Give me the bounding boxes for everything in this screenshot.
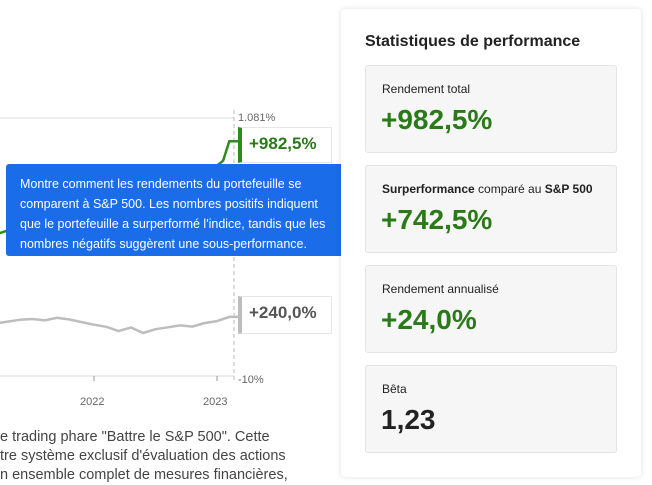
tooltip-line: que le portefeuille a surperformé l'indi… (20, 217, 326, 231)
beta-label: Bêta (382, 382, 407, 396)
outperformance-card[interactable]: Surperformance comparé au S&P 500 +742,5… (365, 165, 617, 253)
panel-title: Statistiques de performance (365, 33, 581, 50)
annualized-return-value: +24,0% (381, 304, 477, 335)
total-return-card: Rendement total +982,5% (365, 65, 617, 153)
y-tick-label-top: 1.081% (238, 112, 276, 124)
article-line: e trading phare "Battre le S&P 500". Cet… (0, 429, 270, 445)
info-tooltip: Montre comment les rendements du portefe… (6, 164, 354, 256)
article-paragraph: e trading phare "Battre le S&P 500". Cet… (0, 428, 330, 485)
total-return-value: +982,5% (381, 104, 493, 135)
tooltip-line: Montre comment les rendements du portefe… (20, 177, 302, 191)
article-line: n ensemble complet de mesures financière… (0, 467, 288, 483)
y-tick-label-bottom: -10% (238, 374, 264, 386)
tooltip-line: nombres négatifs suggèrent une sous-perf… (20, 237, 307, 251)
sp500-return-callout: +240,0% (238, 296, 332, 334)
outperformance-label-index: S&P 500 (544, 182, 593, 196)
outperformance-label-mid: comparé au (474, 182, 545, 196)
beta-value: 1,23 (381, 404, 436, 435)
x-tick-label-2023: 2023 (203, 396, 227, 408)
outperformance-label: Surperformance comparé au S&P 500 (382, 182, 593, 196)
tooltip-line: comparent à S&P 500. Les nombres positif… (20, 197, 318, 211)
annualized-return-card: Rendement annualisé +24,0% (365, 265, 617, 353)
beta-card: Bêta 1,23 (365, 365, 617, 453)
performance-stats-panel: Statistiques de performance Rendement to… (341, 9, 641, 477)
sp500-series-line (0, 315, 242, 335)
total-return-label: Rendement total (382, 82, 471, 96)
outperformance-value: +742,5% (381, 204, 493, 235)
portfolio-return-callout: +982,5% (238, 127, 332, 163)
x-tick-label-2022: 2022 (80, 396, 104, 408)
article-line: tre système exclusif d'évaluation des ac… (0, 448, 286, 464)
outperformance-label-term: Surperformance (382, 182, 475, 196)
annualized-return-label: Rendement annualisé (382, 282, 499, 296)
